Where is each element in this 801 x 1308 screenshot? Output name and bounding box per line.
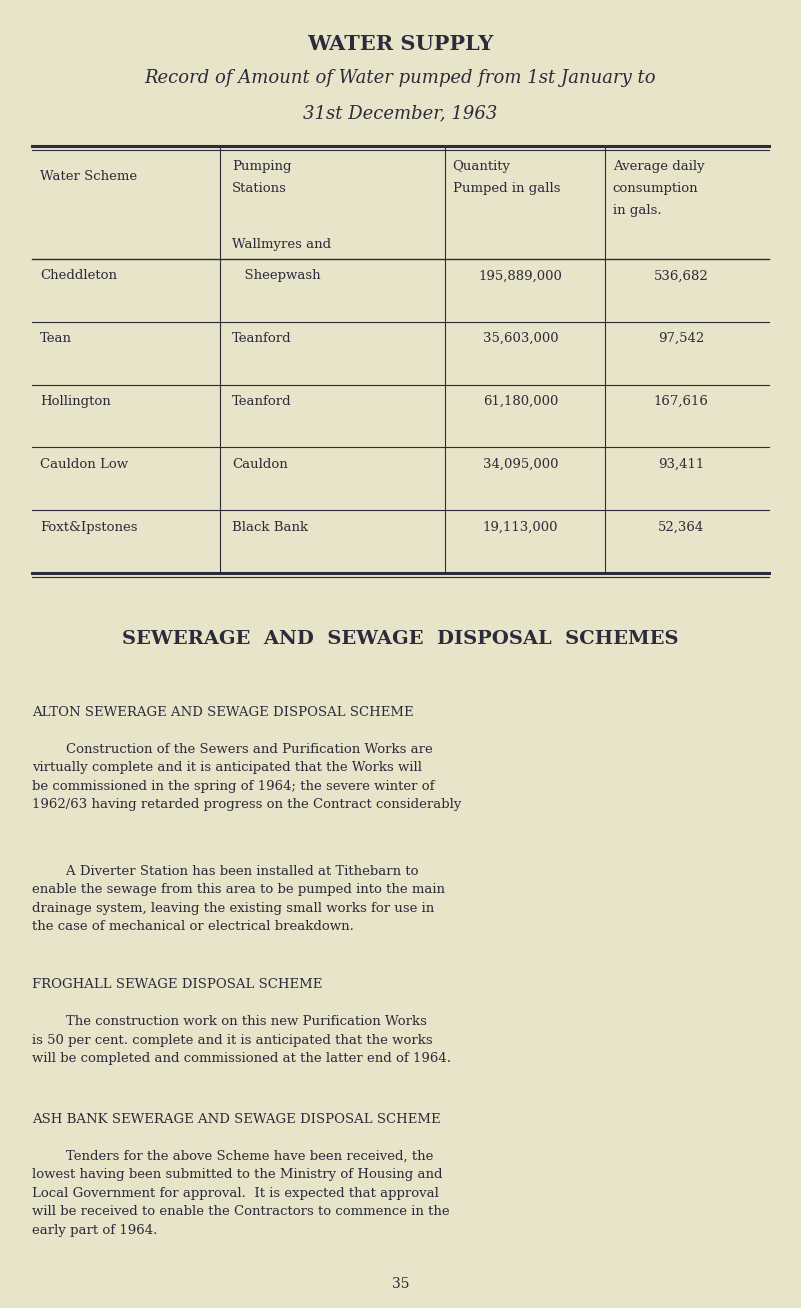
- Text: Sheepwash: Sheepwash: [236, 269, 321, 283]
- Text: in gals.: in gals.: [613, 204, 662, 217]
- Text: ASH BANK SEWERAGE AND SEWAGE DISPOSAL SCHEME: ASH BANK SEWERAGE AND SEWAGE DISPOSAL SC…: [32, 1113, 441, 1126]
- Text: Foxt&Ipstones: Foxt&Ipstones: [40, 521, 138, 534]
- Text: ALTON SEWERAGE AND SEWAGE DISPOSAL SCHEME: ALTON SEWERAGE AND SEWAGE DISPOSAL SCHEM…: [32, 706, 413, 719]
- Text: 19,113,000: 19,113,000: [483, 521, 558, 534]
- Text: Tenders for the above Scheme have been received, the
lowest having been submitte: Tenders for the above Scheme have been r…: [32, 1150, 449, 1237]
- Text: SEWERAGE  AND  SEWAGE  DISPOSAL  SCHEMES: SEWERAGE AND SEWAGE DISPOSAL SCHEMES: [123, 630, 678, 649]
- Text: Record of Amount of Water pumped from 1st January to: Record of Amount of Water pumped from 1s…: [145, 69, 656, 88]
- Text: Pumped in galls: Pumped in galls: [453, 182, 560, 195]
- Text: 35: 35: [392, 1277, 409, 1291]
- Text: Cauldon: Cauldon: [232, 458, 288, 471]
- Text: 34,095,000: 34,095,000: [483, 458, 558, 471]
- Text: 35,603,000: 35,603,000: [483, 332, 558, 345]
- Text: Hollington: Hollington: [40, 395, 111, 408]
- Text: 52,364: 52,364: [658, 521, 704, 534]
- Text: Average daily: Average daily: [613, 160, 704, 173]
- Text: Water Scheme: Water Scheme: [40, 170, 137, 183]
- Text: FROGHALL SEWAGE DISPOSAL SCHEME: FROGHALL SEWAGE DISPOSAL SCHEME: [32, 978, 323, 991]
- Text: Tean: Tean: [40, 332, 72, 345]
- Text: Construction of the Sewers and Purification Works are
virtually complete and it : Construction of the Sewers and Purificat…: [32, 743, 461, 811]
- Text: 167,616: 167,616: [654, 395, 708, 408]
- Text: Black Bank: Black Bank: [232, 521, 308, 534]
- Text: 97,542: 97,542: [658, 332, 704, 345]
- Text: WATER SUPPLY: WATER SUPPLY: [308, 34, 493, 54]
- Text: Cauldon Low: Cauldon Low: [40, 458, 128, 471]
- Text: A Diverter Station has been installed at Tithebarn to
enable the sewage from thi: A Diverter Station has been installed at…: [32, 865, 445, 933]
- Text: 195,889,000: 195,889,000: [479, 269, 562, 283]
- Text: Pumping: Pumping: [232, 160, 292, 173]
- Text: Quantity: Quantity: [453, 160, 510, 173]
- Text: Wallmyres and: Wallmyres and: [232, 238, 332, 251]
- Text: 31st December, 1963: 31st December, 1963: [304, 105, 497, 123]
- Text: Stations: Stations: [232, 182, 288, 195]
- Text: consumption: consumption: [613, 182, 698, 195]
- Text: Cheddleton: Cheddleton: [40, 269, 117, 283]
- Text: Teanford: Teanford: [232, 332, 292, 345]
- Text: 61,180,000: 61,180,000: [483, 395, 558, 408]
- Text: 93,411: 93,411: [658, 458, 704, 471]
- Text: 536,682: 536,682: [654, 269, 708, 283]
- Text: Teanford: Teanford: [232, 395, 292, 408]
- Text: The construction work on this new Purification Works
is 50 per cent. complete an: The construction work on this new Purifi…: [32, 1015, 451, 1065]
